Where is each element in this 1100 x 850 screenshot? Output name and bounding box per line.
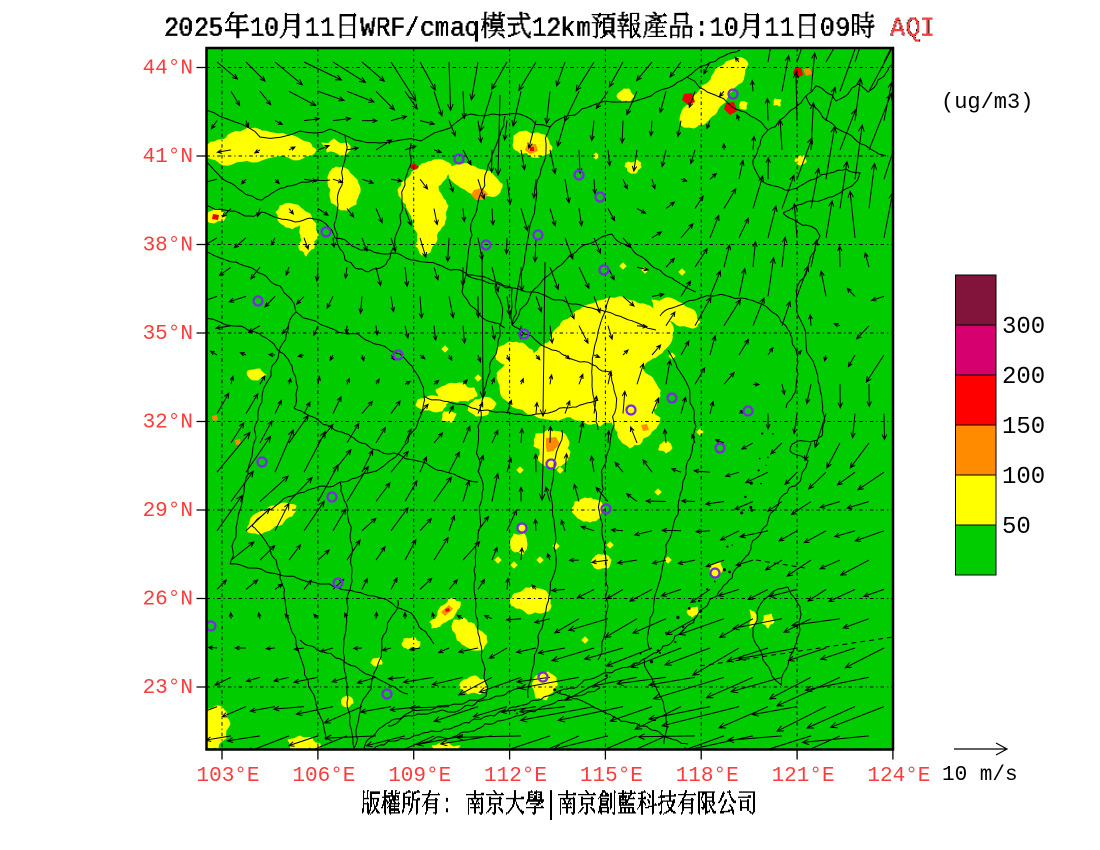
svg-text:41°N: 41°N [143,146,193,169]
svg-text:112°E: 112°E [484,765,547,788]
svg-text:35°N: 35°N [143,323,193,346]
svg-text:29°N: 29°N [143,500,193,523]
svg-text:109°E: 109°E [388,765,451,788]
svg-text:124°E: 124°E [867,765,930,788]
svg-text:38°N: 38°N [143,235,193,258]
svg-text:26°N: 26°N [143,589,193,612]
svg-text:300: 300 [1002,314,1045,341]
svg-text:150: 150 [1002,414,1045,441]
svg-text:50: 50 [1002,514,1031,541]
svg-text:32°N: 32°N [143,412,193,435]
svg-text:23°N: 23°N [143,677,193,700]
svg-text:121°E: 121°E [772,765,835,788]
svg-text:115°E: 115°E [580,765,643,788]
svg-text:(ug/m3): (ug/m3) [941,90,1033,115]
svg-text:100: 100 [1002,464,1045,491]
svg-text:10 m/s: 10 m/s [942,764,1018,787]
svg-text:44°N: 44°N [143,58,193,81]
svg-text:103°E: 103°E [196,765,259,788]
svg-text:118°E: 118°E [676,765,739,788]
svg-text:106°E: 106°E [292,765,355,788]
svg-text:200: 200 [1002,364,1045,391]
